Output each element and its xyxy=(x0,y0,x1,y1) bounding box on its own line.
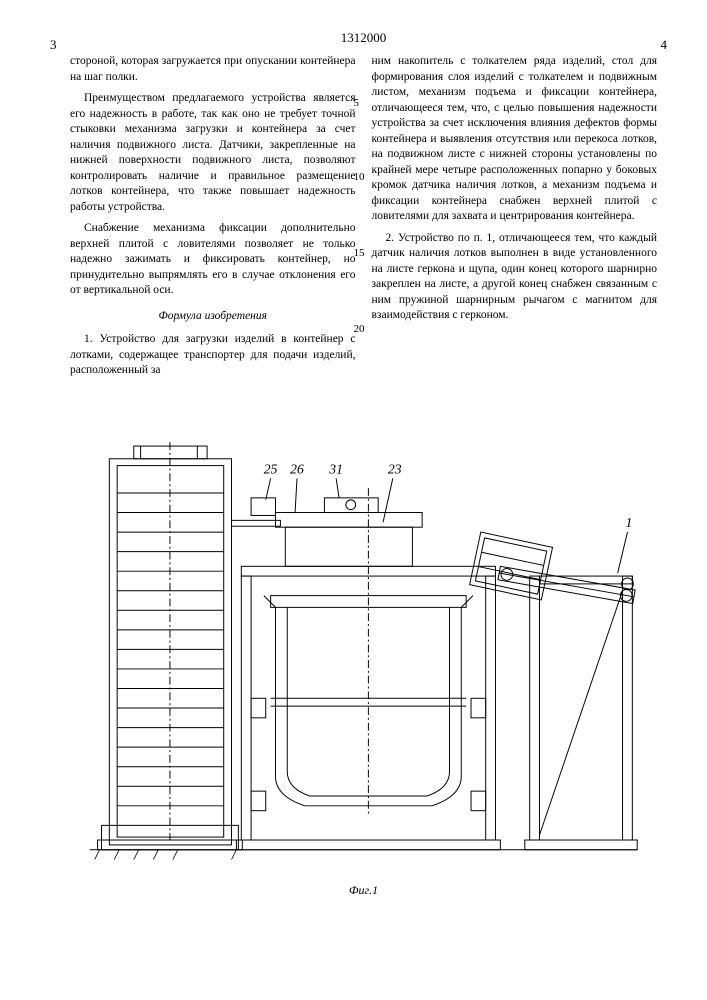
right-column: 4 5 10 15 20 ним накопитель с толкателем… xyxy=(372,54,658,385)
line-num-20: 20 xyxy=(354,322,365,337)
figure-caption: Фиг.1 xyxy=(80,883,647,898)
line-num-5: 5 xyxy=(354,96,360,111)
text-columns: 3 стороной, которая загружается при опус… xyxy=(70,54,657,385)
label-26: 26 xyxy=(290,461,304,476)
left-p1: стороной, которая загружается при опуска… xyxy=(70,54,356,85)
left-column: 3 стороной, которая загружается при опус… xyxy=(70,54,356,385)
line-num-15: 15 xyxy=(354,246,365,261)
line-num-10: 10 xyxy=(354,170,365,185)
right-p1: ним накопитель с толкателем ряда изделий… xyxy=(372,54,658,225)
label-31: 31 xyxy=(328,461,343,476)
label-1: 1 xyxy=(625,515,632,530)
page-num-left: 3 xyxy=(50,36,57,54)
technical-drawing: 25 26 31 23 1 xyxy=(80,405,647,874)
claim2: 2. Устройство по п. 1, отличающееся тем,… xyxy=(372,231,658,324)
left-p2: Преимуществом предлагаемого устройства я… xyxy=(70,91,356,215)
label-23: 23 xyxy=(388,461,402,476)
figure-1: 25 26 31 23 1 Фиг.1 xyxy=(70,405,657,898)
claim1: 1. Устройство для загрузки изделий в кон… xyxy=(70,332,356,379)
patent-number: 1312000 xyxy=(70,30,657,46)
formula-heading: Формула изобретения xyxy=(70,309,356,325)
patent-page: 1312000 3 стороной, которая загружается … xyxy=(0,0,707,1000)
label-25: 25 xyxy=(264,461,278,476)
page-num-right: 4 xyxy=(661,36,668,54)
left-p3: Снабжение механизма фиксации дополнитель… xyxy=(70,221,356,299)
